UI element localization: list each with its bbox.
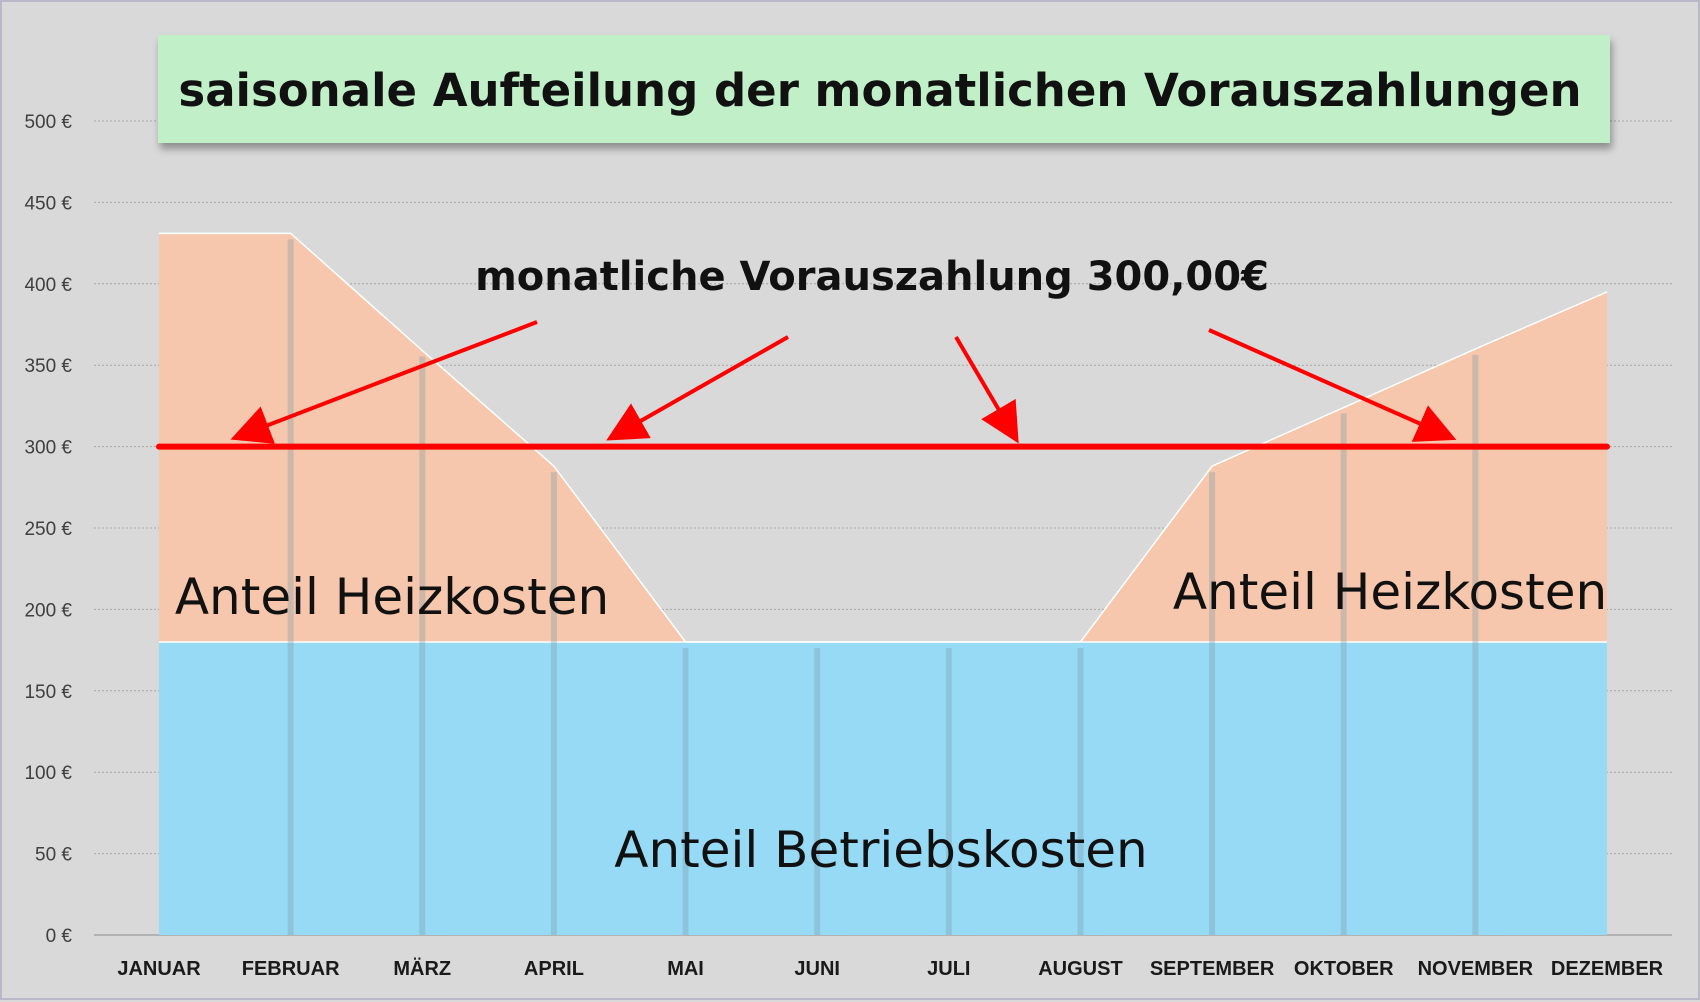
- area-labels: Anteil Heizkosten Anteil Heizkosten Ante…: [175, 563, 1607, 879]
- heating-label-left: Anteil Heizkosten: [175, 568, 609, 626]
- y-tick-label: 50 €: [35, 845, 72, 866]
- y-tick-label: 300 €: [24, 438, 72, 459]
- x-tick-label: FEBRUAR: [242, 958, 340, 980]
- y-tick-label: 450 €: [24, 193, 72, 214]
- y-tick-label: 150 €: [24, 682, 72, 703]
- x-tick-label: NOVEMBER: [1418, 958, 1534, 980]
- callout-arrow: [954, 335, 1019, 444]
- x-tick-label: MÄRZ: [393, 957, 451, 980]
- month-dividers: [287, 239, 1479, 935]
- x-tick-label: SEPTEMBER: [1150, 958, 1275, 980]
- x-tick-label: APRIL: [524, 958, 584, 980]
- x-tick-label: OKTOBER: [1294, 958, 1394, 980]
- y-tick-label: 350 €: [24, 356, 72, 377]
- chart-title: saisonale Aufteilung der monatlichen Vor…: [178, 64, 1581, 117]
- title-box: saisonale Aufteilung der monatlichen Vor…: [158, 35, 1610, 143]
- y-tick-label: 200 €: [24, 600, 72, 621]
- y-tick-label: 0 €: [46, 926, 73, 947]
- y-tick-label: 500 €: [24, 112, 72, 133]
- callout-text: monatliche Vorauszahlung 300,00€: [475, 254, 1269, 300]
- title-background: [158, 35, 1610, 143]
- y-axis: 0 € 50 € 100 € 150 € 200 € 250 € 300 € 350 € 400…: [24, 112, 72, 947]
- x-tick-label: MAI: [667, 958, 704, 980]
- x-tick-label: JUNI: [794, 958, 840, 980]
- y-tick-label: 250 €: [24, 519, 72, 540]
- plot-areas: [159, 232, 1608, 935]
- heating-label-right: Anteil Heizkosten: [1173, 563, 1607, 621]
- series-heizkosten-area: [159, 233, 1607, 642]
- x-tick-label: DEZEMBER: [1551, 958, 1664, 980]
- x-tick-label: AUGUST: [1038, 958, 1122, 980]
- x-tick-label: JANUAR: [117, 958, 201, 980]
- y-tick-label: 400 €: [24, 275, 72, 296]
- callout-arrow: [606, 335, 789, 441]
- operating-costs-label: Anteil Betriebskosten: [614, 821, 1147, 879]
- y-tick-label: 100 €: [24, 763, 72, 784]
- series-betriebskosten-area: [159, 641, 1607, 935]
- callout-arrow: [230, 320, 538, 444]
- x-axis: JANUAR FEBRUAR MÄRZ APRIL MAI JUNI JULI AUGUST S…: [117, 957, 1663, 980]
- x-tick-label: JULI: [927, 958, 970, 980]
- callout-arrows: [230, 320, 1457, 444]
- callout-arrow: [1208, 328, 1457, 442]
